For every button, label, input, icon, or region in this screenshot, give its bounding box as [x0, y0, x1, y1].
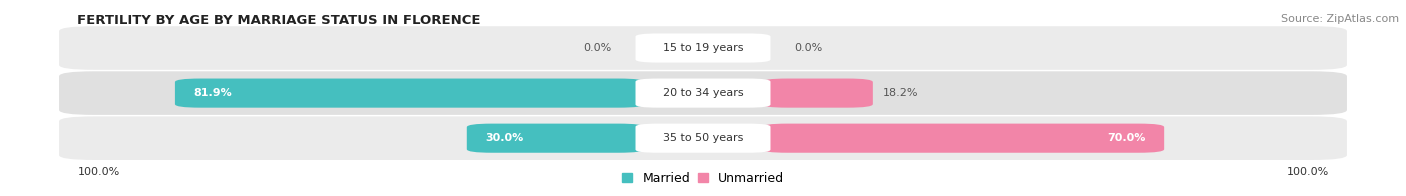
Text: 0.0%: 0.0%: [794, 43, 823, 53]
Text: 70.0%: 70.0%: [1108, 133, 1146, 143]
Text: 81.9%: 81.9%: [193, 88, 232, 98]
Text: 0.0%: 0.0%: [583, 43, 612, 53]
Text: 20 to 34 years: 20 to 34 years: [662, 88, 744, 98]
Text: 35 to 50 years: 35 to 50 years: [662, 133, 744, 143]
Text: 18.2%: 18.2%: [883, 88, 918, 98]
Legend: Married, Unmarried: Married, Unmarried: [617, 167, 789, 190]
Text: 100.0%: 100.0%: [1286, 167, 1329, 177]
Text: Source: ZipAtlas.com: Source: ZipAtlas.com: [1281, 14, 1399, 24]
Text: 30.0%: 30.0%: [485, 133, 523, 143]
Text: 15 to 19 years: 15 to 19 years: [662, 43, 744, 53]
Text: 100.0%: 100.0%: [77, 167, 120, 177]
Text: FERTILITY BY AGE BY MARRIAGE STATUS IN FLORENCE: FERTILITY BY AGE BY MARRIAGE STATUS IN F…: [77, 14, 481, 27]
